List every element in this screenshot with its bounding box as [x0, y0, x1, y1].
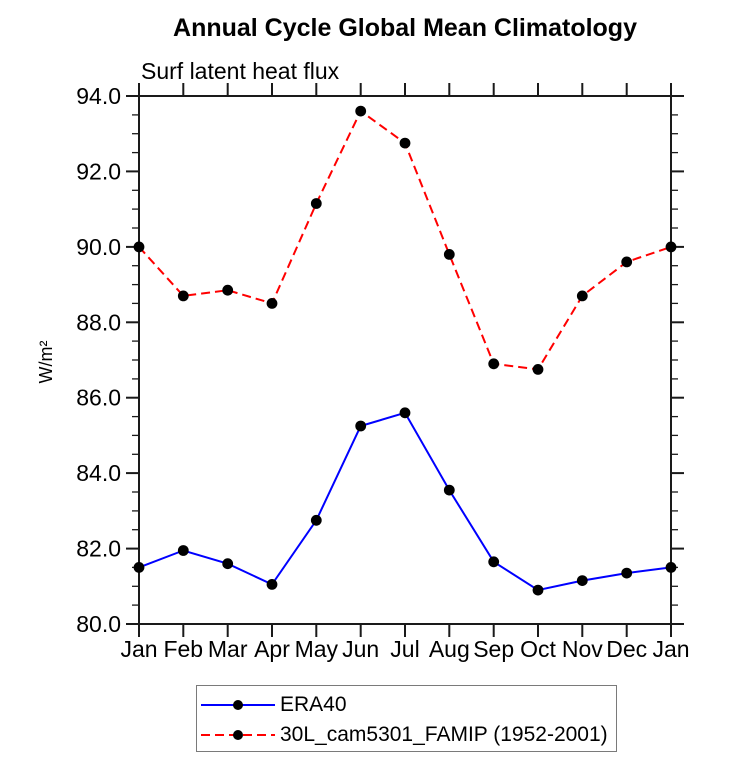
x-tick-label: Jan: [652, 636, 689, 662]
data-point-marker: [355, 420, 367, 432]
x-tick-label: Jun: [342, 636, 379, 662]
legend-label-era40: ERA40: [280, 693, 347, 716]
data-point-marker: [355, 105, 367, 117]
series-line-era40: [138, 411, 672, 592]
data-point-marker: [443, 484, 455, 496]
data-point-marker: [266, 298, 278, 309]
y-tick-label: 82.0: [76, 536, 121, 562]
legend-label-famip: 30L_cam5301_FAMIP (1952-2001): [280, 723, 608, 746]
x-tick-label: Feb: [163, 636, 203, 662]
legend-box: ERA40 30L_cam5301_FAMIP (1952-2001): [196, 685, 617, 752]
data-point-marker: [310, 514, 322, 526]
legend-item-era40: ERA40: [201, 690, 616, 720]
data-point-marker: [488, 556, 500, 568]
data-point-marker: [266, 579, 278, 590]
y-tick-label: 90.0: [76, 234, 121, 260]
legend-marker: [233, 730, 243, 740]
data-point-marker: [443, 249, 455, 260]
x-tick-label: Jan: [120, 636, 157, 662]
x-tick-label: Nov: [562, 636, 603, 662]
data-point-marker: [576, 575, 588, 586]
series-line-30l-cam5301-famip-1952-2001: [138, 109, 672, 371]
x-tick-label: Aug: [429, 636, 470, 662]
data-point-marker: [665, 241, 677, 253]
axis-frame: [138, 95, 672, 625]
chart-subtitle: Surf latent heat flux: [141, 58, 340, 84]
legend-marker: [233, 700, 243, 710]
data-point-marker: [177, 545, 189, 556]
x-tick-label: Sep: [473, 636, 514, 662]
y-tick-label: 80.0: [76, 611, 121, 637]
data-point-marker: [222, 284, 234, 296]
y-tick-label: 92.0: [76, 158, 121, 184]
data-point-marker: [621, 256, 633, 268]
chart-title: Annual Cycle Global Mean Climatology: [173, 14, 637, 42]
x-tick-label: Oct: [520, 636, 556, 662]
x-tick-label: May: [295, 636, 339, 662]
data-point-marker: [177, 290, 189, 302]
legend-item-famip: 30L_cam5301_FAMIP (1952-2001): [201, 720, 616, 750]
x-tick-label: Dec: [606, 636, 647, 662]
data-point-marker: [665, 562, 677, 573]
data-point-marker: [488, 358, 500, 370]
y-tick-label: 94.0: [76, 83, 121, 109]
x-tick-label: Jul: [390, 636, 419, 662]
data-point-marker: [532, 364, 544, 375]
data-point-marker: [532, 584, 544, 596]
x-tick-label: Apr: [254, 636, 290, 662]
y-tick-label: 86.0: [76, 385, 121, 411]
y-tick-label: 88.0: [76, 309, 121, 335]
data-point-marker: [310, 198, 322, 209]
data-point-marker: [133, 562, 145, 573]
legend-sample-solid-line: [201, 700, 275, 710]
data-point-marker: [133, 241, 145, 253]
data-point-marker: [399, 137, 411, 149]
legend-sample-dashed-line: [201, 730, 275, 740]
y-tick-label: 84.0: [76, 460, 121, 486]
x-tick-label: Mar: [208, 636, 248, 662]
data-point-marker: [399, 407, 411, 419]
data-point-marker: [621, 567, 633, 579]
data-point-marker: [222, 558, 234, 570]
data-point-marker: [576, 290, 588, 302]
